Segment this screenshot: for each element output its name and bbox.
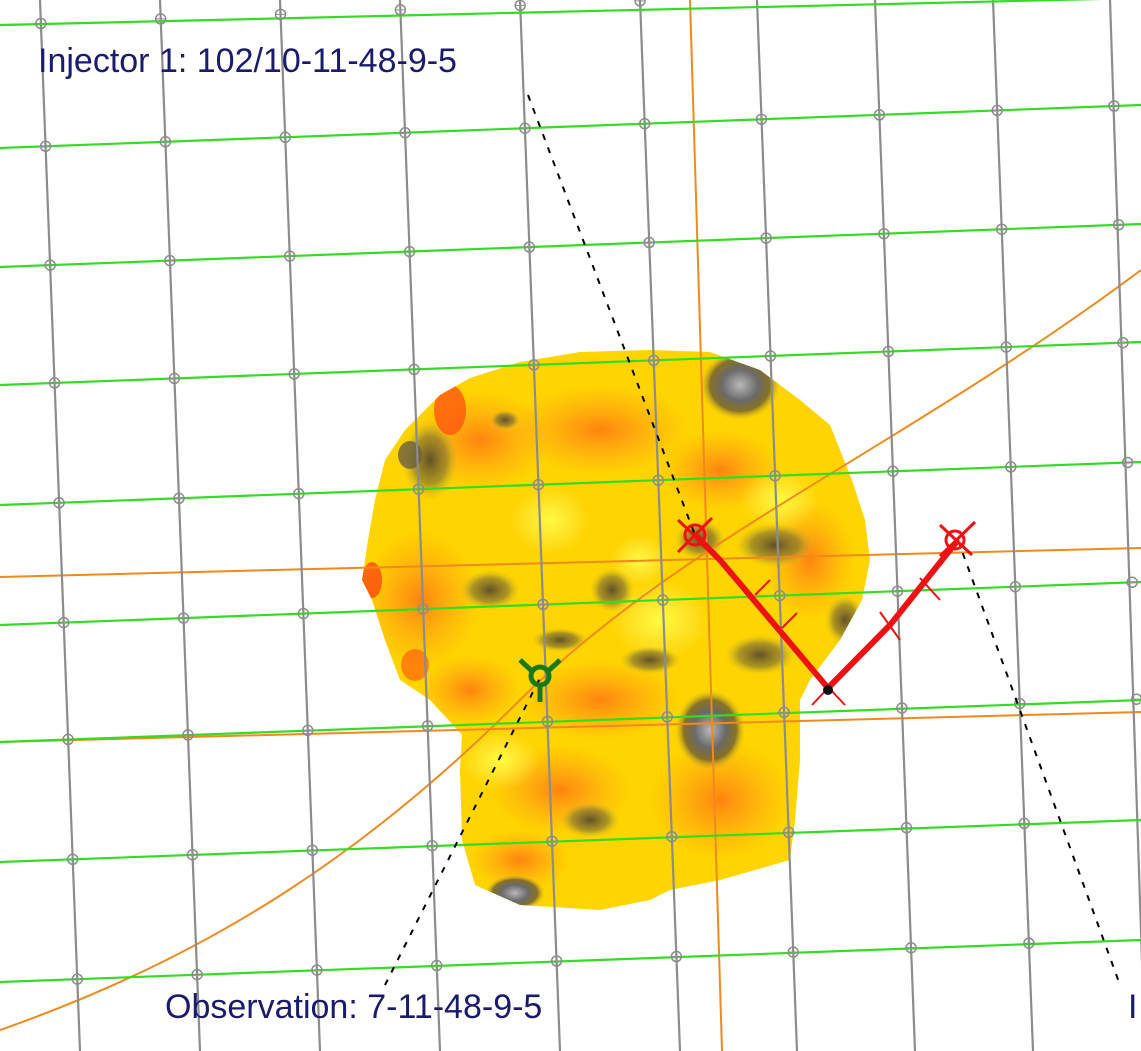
label-leader-lines	[384, 94, 1121, 986]
injector-well-icon[interactable]	[938, 520, 977, 558]
partial-edge-label: I	[1128, 988, 1138, 1026]
observation-well-icon[interactable]	[518, 658, 562, 702]
injector-label: Injector 1: 102/10-11-48-9-5	[38, 42, 457, 80]
injector-well-icon[interactable]	[676, 516, 714, 554]
grid-vertical-lines	[38, 0, 1141, 1051]
attribute-map-blob	[362, 350, 870, 910]
grid-nodes	[35, 0, 1141, 985]
observation-label: Observation: 7-11-48-9-5	[165, 988, 543, 1026]
